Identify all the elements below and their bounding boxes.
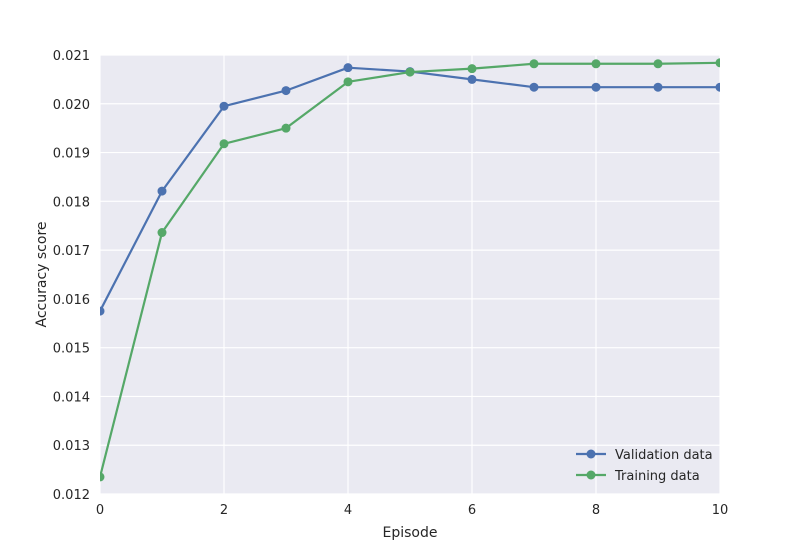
x-tick-label: 8 <box>592 503 600 518</box>
data-point <box>591 59 601 69</box>
data-point <box>343 77 353 87</box>
x-axis-label: Episode <box>383 525 438 541</box>
legend-entry: Validation data <box>615 448 713 463</box>
y-tick-label: 0.017 <box>53 244 90 259</box>
data-point <box>467 64 477 74</box>
data-point <box>100 472 105 482</box>
legend-entry: Training data <box>614 469 700 484</box>
x-tick-label: 6 <box>468 503 476 518</box>
x-tick-label: 4 <box>344 503 352 518</box>
grid <box>99 54 721 495</box>
y-tick-label: 0.018 <box>53 195 90 210</box>
y-tick-label: 0.015 <box>53 342 90 357</box>
y-tick-label: 0.020 <box>53 98 90 113</box>
data-point <box>219 101 229 111</box>
data-point <box>715 58 720 68</box>
data-point <box>343 63 353 73</box>
y-tick-label: 0.016 <box>53 293 90 308</box>
legend: Validation data Training data <box>576 448 713 484</box>
y-tick-labels: 0.012 0.013 0.014 0.015 0.016 0.017 0.018 0.019… <box>53 49 90 503</box>
data-point <box>157 186 167 196</box>
y-tick-label: 0.012 <box>53 488 90 503</box>
data-point <box>715 82 720 92</box>
legend-marker <box>586 470 596 480</box>
data-point <box>405 67 415 77</box>
data-point <box>529 82 539 92</box>
y-tick-label: 0.021 <box>53 49 90 64</box>
y-tick-label: 0.019 <box>53 147 90 162</box>
data-point <box>219 139 229 149</box>
data-point <box>157 228 167 238</box>
plot-area <box>100 55 720 494</box>
x-tick-label: 2 <box>220 503 228 518</box>
y-tick-label: 0.014 <box>53 390 90 405</box>
y-tick-label: 0.013 <box>53 439 90 454</box>
x-tick-labels: 0 2 4 6 8 10 <box>96 503 728 518</box>
x-tick-label: 0 <box>96 503 104 518</box>
series-group <box>100 58 720 482</box>
x-tick-label: 10 <box>712 503 729 518</box>
data-point <box>653 82 663 92</box>
data-point <box>591 82 601 92</box>
data-point <box>653 59 663 69</box>
data-point <box>100 306 105 316</box>
data-point <box>529 59 539 69</box>
y-axis-label: Accuracy score <box>34 222 50 328</box>
legend-marker <box>586 449 596 459</box>
data-point <box>467 74 477 84</box>
data-point <box>281 123 291 133</box>
data-point <box>281 86 291 96</box>
